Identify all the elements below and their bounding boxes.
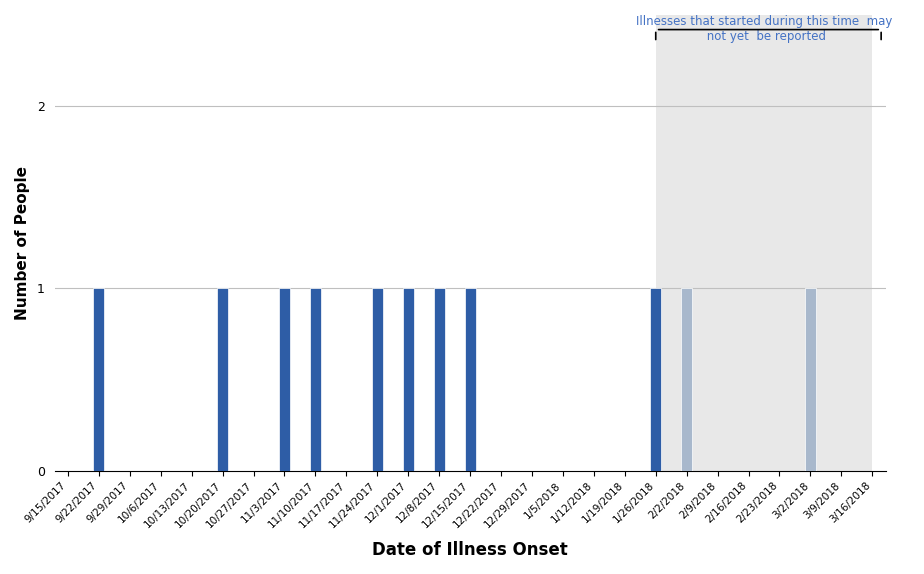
Bar <box>681 289 692 471</box>
Y-axis label: Number of People: Number of People <box>15 166 30 320</box>
Bar <box>433 289 444 471</box>
Bar <box>656 15 872 471</box>
Bar <box>403 289 414 471</box>
Bar <box>93 289 104 471</box>
Bar <box>371 289 383 471</box>
Bar <box>217 289 228 471</box>
Text: Illnesses that started during this time  may
 not yet  be reported: Illnesses that started during this time … <box>636 15 893 43</box>
X-axis label: Date of Illness Onset: Date of Illness Onset <box>372 541 568 559</box>
Bar <box>650 289 662 471</box>
Bar <box>465 289 476 471</box>
Bar <box>310 289 321 471</box>
Bar <box>805 289 816 471</box>
Bar <box>279 289 290 471</box>
